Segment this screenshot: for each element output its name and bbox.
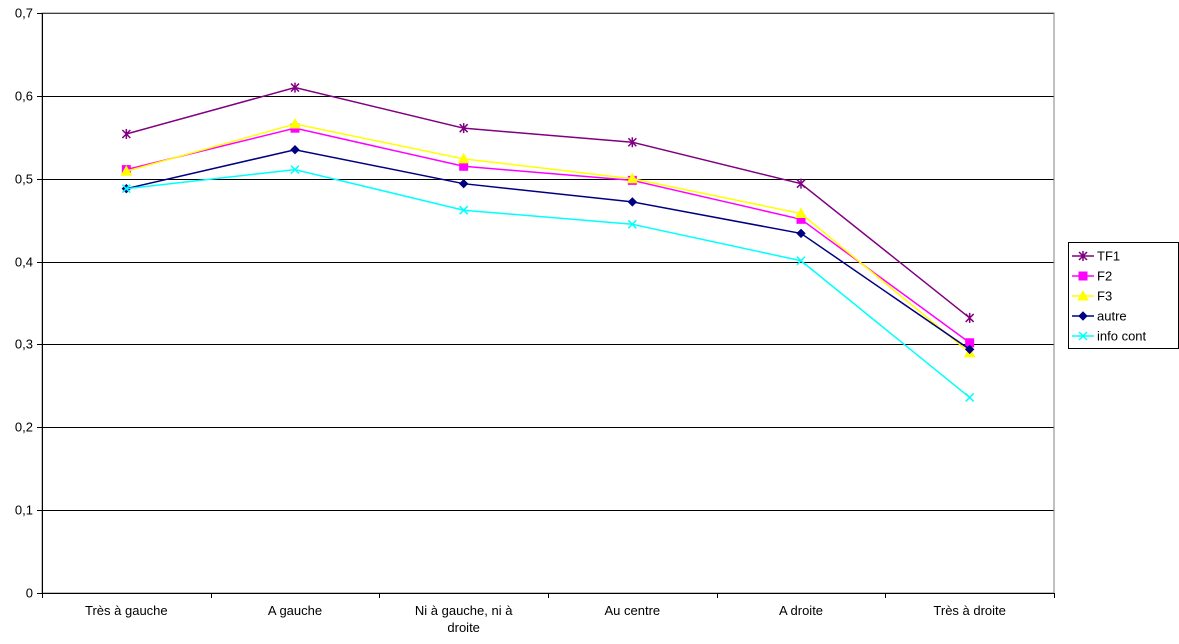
y-tick-label: 0,4 xyxy=(15,255,33,270)
data-point-autre xyxy=(627,197,638,207)
series-line-f3 xyxy=(126,123,971,354)
legend-marker-autre xyxy=(1078,311,1088,321)
x-axis-ticks: Très à gauche A gauche Ni à gauche, ni à dr… xyxy=(85,603,1006,635)
x-tick-label: A droite xyxy=(779,603,823,618)
data-point-f3 xyxy=(289,117,301,129)
legend-label-f3: F3 xyxy=(1097,289,1112,304)
data-point-tf1 xyxy=(121,128,131,139)
data-point-info-cont xyxy=(121,184,131,194)
series-group xyxy=(120,82,976,402)
legend-label-f2: F2 xyxy=(1097,269,1112,284)
legend-marker-tf1 xyxy=(1078,251,1088,261)
series-line-f2 xyxy=(126,127,971,344)
y-tick-label: 0 xyxy=(26,586,33,601)
legend-entry-f3: F3 xyxy=(1072,289,1112,304)
y-tick-label: 0,7 xyxy=(15,6,33,21)
data-point-autre xyxy=(796,228,806,239)
data-point-info-cont xyxy=(796,256,806,266)
legend-marker-f2 xyxy=(1078,271,1088,281)
series-info-cont xyxy=(121,165,975,402)
data-point-info-cont xyxy=(965,392,975,402)
x-tick-label: A gauche xyxy=(268,603,322,618)
legend: TF1 F2 F3 autre info cont xyxy=(1068,242,1179,349)
data-point-autre xyxy=(290,145,300,155)
y-tick-label: 0,2 xyxy=(15,420,33,435)
data-point-tf1 xyxy=(290,82,300,93)
legend-label-info-cont: info cont xyxy=(1097,329,1147,344)
data-point-info-cont xyxy=(290,165,300,175)
series-f2 xyxy=(121,123,975,348)
data-point-info-cont xyxy=(459,205,469,215)
data-point-tf1 xyxy=(796,178,806,189)
data-point-tf1 xyxy=(459,123,469,134)
data-point-f3 xyxy=(120,165,133,176)
data-point-info-cont xyxy=(627,219,637,229)
series-line-tf1 xyxy=(126,86,971,319)
legend-label-autre: autre xyxy=(1097,309,1127,324)
legend-entry-f2: F2 xyxy=(1072,269,1112,284)
legend-entry-info-cont: info cont xyxy=(1072,329,1147,344)
legend-entry-tf1: TF1 xyxy=(1072,249,1120,264)
x-tick-label: Très à gauche xyxy=(85,603,168,618)
data-point-autre xyxy=(964,344,975,355)
data-point-tf1 xyxy=(965,312,975,323)
gridlines xyxy=(42,13,1054,511)
series-autre xyxy=(121,145,975,355)
data-point-f3 xyxy=(795,207,807,219)
data-point-f3 xyxy=(626,172,639,184)
series-tf1 xyxy=(121,82,975,323)
series-line-info-cont xyxy=(126,168,971,399)
legend-entry-autre: autre xyxy=(1072,309,1127,324)
y-axis-ticks: 0 0,1 0,2 0,3 0,4 0,5 0,6 0,7 xyxy=(15,6,33,601)
y-tick-label: 0,1 xyxy=(15,503,33,518)
x-tick-label: Au centre xyxy=(605,603,661,618)
series-line-autre xyxy=(126,148,971,351)
data-point-f2 xyxy=(459,161,469,171)
series-f3 xyxy=(120,117,976,358)
x-tick-label: Très à droite xyxy=(933,603,1006,618)
y-tick-label: 0,6 xyxy=(15,89,33,104)
x-tick-label: Ni à gauche, ni à droite xyxy=(415,603,513,635)
legend-marker-info-cont xyxy=(1078,331,1088,341)
y-tick-label: 0,3 xyxy=(15,337,33,352)
data-point-f3 xyxy=(457,152,470,164)
data-point-tf1 xyxy=(627,137,637,148)
legend-label-tf1: TF1 xyxy=(1097,249,1120,264)
legend-marker-f3 xyxy=(1077,289,1089,301)
axes xyxy=(37,12,1055,598)
y-tick-label: 0,5 xyxy=(15,172,33,187)
data-point-autre xyxy=(458,178,469,189)
